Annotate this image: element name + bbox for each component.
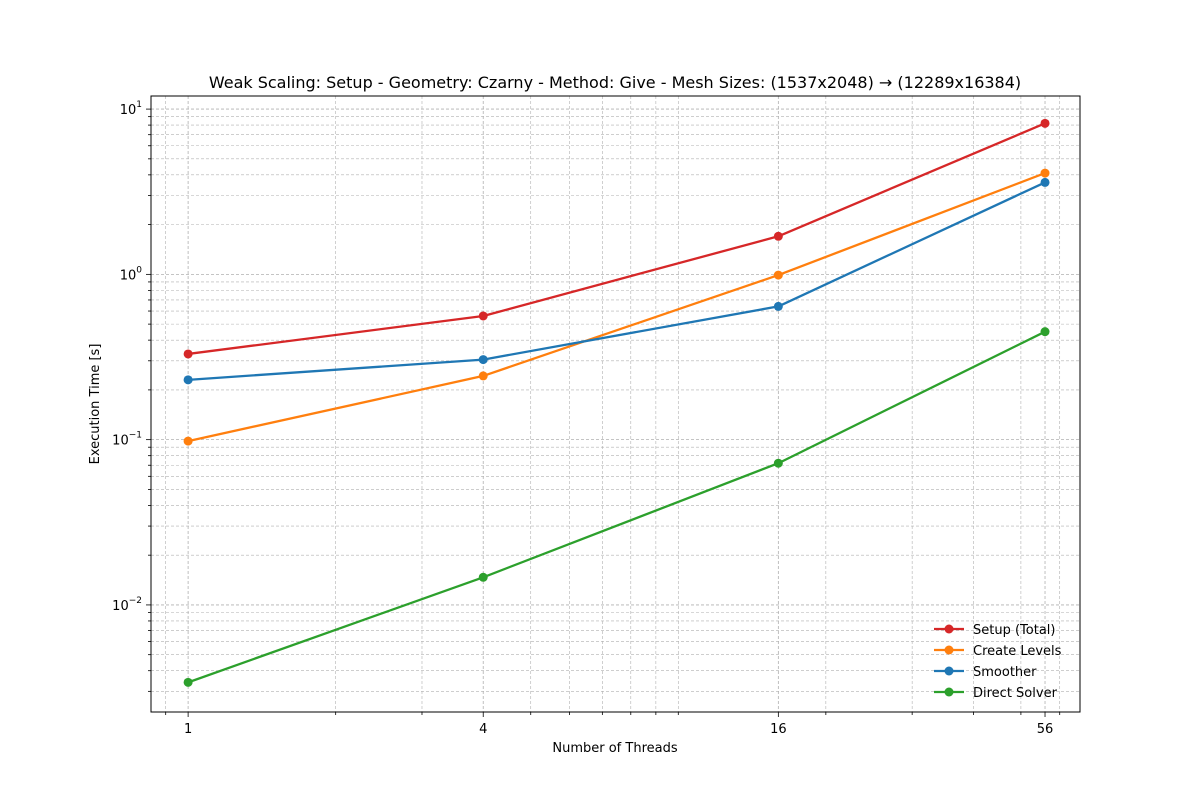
series-setup-total [183, 118, 1050, 359]
x-tick-label: 4 [479, 722, 487, 737]
grid-layer [151, 96, 1080, 712]
data-point-direct-solver [183, 677, 193, 687]
data-point-create-levels [183, 436, 193, 446]
y-tick-label: 10−2 [112, 596, 142, 614]
legend-swatch-marker [944, 624, 954, 634]
legend-swatch-marker [944, 687, 954, 697]
data-point-smoother [1040, 177, 1050, 187]
legend-item-create-levels: Create Levels [934, 644, 1062, 659]
data-point-setup-total [478, 311, 488, 321]
data-point-smoother [773, 301, 783, 311]
data-point-create-levels [1040, 168, 1050, 178]
y-axis-label: Execution Time [s] [88, 344, 103, 465]
series-line-direct-solver [187, 330, 1046, 684]
data-point-create-levels [478, 371, 488, 381]
series-create-levels [183, 168, 1050, 446]
data-point-create-levels [773, 270, 783, 280]
legend-label: Setup (Total) [973, 623, 1055, 638]
legend-label: Direct Solver [973, 686, 1058, 701]
y-tick-label: 10−1 [112, 431, 142, 449]
legend-swatch-marker [944, 666, 954, 676]
series-layer [183, 118, 1050, 687]
legend-label: Create Levels [973, 644, 1062, 659]
plot-frame [150, 95, 1081, 713]
data-point-direct-solver [773, 458, 783, 468]
x-tick-label: 1 [184, 722, 192, 737]
x-axis-label: Number of Threads [552, 741, 677, 756]
y-tick-label: 100 [120, 265, 143, 283]
chart-title: Weak Scaling: Setup - Geometry: Czarny -… [209, 73, 1021, 92]
series-direct-solver [183, 327, 1050, 687]
data-point-direct-solver [1040, 327, 1050, 337]
legend-swatch-marker [944, 645, 954, 655]
data-point-direct-solver [478, 572, 488, 582]
x-tick-label: 56 [1037, 722, 1054, 737]
data-point-setup-total [1040, 118, 1050, 128]
legend: Setup (Total) Create Levels Smoother Direct… [934, 623, 1062, 701]
data-point-setup-total [183, 349, 193, 359]
series-smoother [183, 177, 1050, 385]
legend-item-setup-total: Setup (Total) [934, 623, 1055, 638]
data-point-smoother [478, 355, 488, 365]
legend-label: Smoother [973, 665, 1037, 680]
series-line-create-levels [187, 172, 1046, 443]
series-line-setup-total [187, 122, 1046, 356]
x-tick-label: 16 [770, 722, 787, 737]
legend-item-direct-solver: Direct Solver [934, 686, 1058, 701]
series-line-smoother [188, 181, 1046, 382]
data-point-setup-total [773, 231, 783, 241]
data-point-smoother [183, 375, 193, 385]
legend-item-smoother: Smoother [934, 665, 1037, 680]
y-tick-label: 101 [120, 100, 142, 118]
